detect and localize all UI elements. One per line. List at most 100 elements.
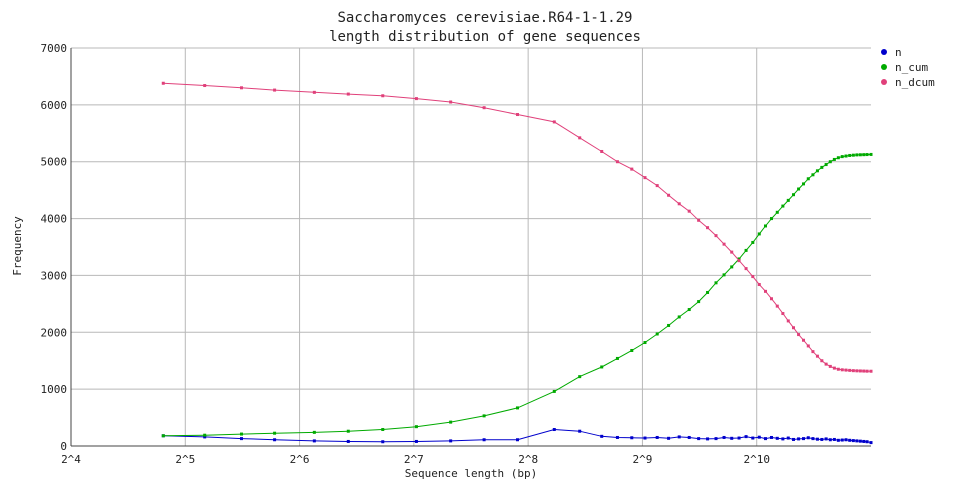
axes: 0 1000 2000 3000 4000 5000 6000 7000 2^4 2^5 2^6 2^… — [41, 42, 871, 466]
data-point-n_dcum — [797, 333, 801, 337]
data-point-n — [552, 428, 556, 432]
legend-marker-n_cum — [881, 64, 887, 70]
data-point-n_dcum — [781, 312, 785, 316]
data-point-n_dcum — [763, 289, 767, 293]
data-point-n_dcum — [516, 113, 520, 117]
data-point-n_cum — [869, 152, 873, 156]
data-point-n_dcum — [697, 218, 701, 222]
legend-label-n_cum: n_cum — [895, 61, 928, 74]
series-n — [161, 428, 873, 445]
data-point-n_cum — [792, 193, 796, 197]
data-point-n_cum — [516, 406, 520, 410]
data-point-n_dcum — [862, 369, 866, 373]
data-point-n_dcum — [655, 184, 659, 188]
data-point-n — [737, 436, 741, 440]
data-point-n_dcum — [552, 120, 556, 124]
data-point-n_cum — [824, 163, 828, 167]
y-axis-label: Frequency — [11, 216, 24, 276]
data-point-n_dcum — [815, 354, 819, 358]
data-point-n_dcum — [824, 362, 828, 366]
data-point-n_dcum — [687, 209, 691, 213]
data-point-n — [848, 438, 852, 442]
chart-title: Saccharomyces cerevisiae.R64-1-1.29 — [337, 10, 632, 26]
data-point-n_cum — [786, 198, 790, 202]
data-point-n_cum — [781, 204, 785, 208]
data-point-n_cum — [312, 430, 316, 434]
data-point-n — [667, 436, 671, 440]
data-point-n — [687, 435, 691, 439]
data-point-n — [730, 436, 734, 440]
data-point-n — [820, 437, 824, 441]
data-point-n — [203, 435, 207, 439]
y-tick-label: 7000 — [41, 42, 68, 55]
data-point-n_dcum — [667, 193, 671, 197]
data-point-n — [832, 437, 836, 441]
data-point-n_cum — [832, 157, 836, 161]
data-point-n_dcum — [869, 369, 873, 373]
data-point-n_cum — [775, 210, 779, 214]
data-point-n_cum — [161, 434, 165, 438]
legend-marker-n — [881, 49, 887, 55]
data-point-n — [824, 437, 828, 441]
data-point-n_cum — [730, 265, 734, 269]
data-point-n_cum — [769, 217, 773, 221]
y-tick-label: 2000 — [41, 326, 68, 339]
data-point-n_cum — [482, 414, 486, 418]
data-point-n_cum — [811, 173, 815, 177]
data-point-n_dcum — [802, 338, 806, 342]
data-point-n — [869, 441, 873, 445]
y-tick-label: 0 — [60, 440, 67, 453]
series-n_cum — [161, 152, 873, 438]
data-point-n_cum — [600, 365, 604, 369]
data-point-n_cum — [763, 224, 767, 228]
data-point-n_dcum — [840, 368, 844, 372]
data-point-n_cum — [851, 153, 855, 157]
data-point-n_cum — [722, 273, 726, 277]
data-point-n_cum — [737, 257, 741, 261]
data-point-n_dcum — [578, 136, 582, 140]
data-point-n — [677, 435, 681, 439]
data-point-n_cum — [844, 154, 848, 158]
data-point-n_cum — [578, 375, 582, 379]
data-point-n_dcum — [414, 97, 418, 101]
data-point-n — [600, 434, 604, 438]
y-tick-label: 6000 — [41, 99, 68, 112]
x-tick-label: 2^5 — [175, 453, 195, 466]
data-point-n_cum — [797, 187, 801, 191]
data-point-n_dcum — [273, 88, 277, 92]
data-point-n_cum — [643, 341, 647, 345]
data-point-n — [844, 438, 848, 442]
data-point-n — [751, 436, 755, 440]
data-point-n_cum — [855, 153, 859, 157]
data-point-n_cum — [815, 169, 819, 173]
series-layer — [161, 81, 873, 445]
x-tick-label: 2^9 — [632, 453, 652, 466]
data-point-n — [865, 440, 869, 444]
data-point-n_dcum — [828, 364, 832, 368]
data-point-n_cum — [273, 431, 277, 435]
data-point-n_dcum — [848, 368, 852, 372]
data-point-n_cum — [836, 156, 840, 160]
data-point-n — [706, 437, 710, 441]
data-point-n_cum — [615, 356, 619, 360]
data-point-n_dcum — [769, 297, 773, 301]
data-point-n_cum — [828, 160, 832, 164]
data-point-n_dcum — [161, 81, 165, 85]
chart-subtitle: length distribution of gene sequences — [329, 29, 641, 45]
data-point-n — [630, 436, 634, 440]
data-point-n — [239, 437, 243, 441]
data-point-n_cum — [806, 177, 810, 181]
x-tick-label: 2^6 — [290, 453, 310, 466]
data-point-n — [414, 439, 418, 443]
data-point-n_cum — [655, 332, 659, 336]
series-line-n_cum — [163, 153, 872, 437]
data-point-n_dcum — [730, 250, 734, 254]
data-point-n — [449, 439, 453, 443]
data-point-n — [312, 439, 316, 443]
data-point-n — [775, 436, 779, 440]
data-point-n — [769, 435, 773, 439]
data-point-n_cum — [667, 323, 671, 327]
data-point-n_cum — [414, 425, 418, 429]
data-point-n_dcum — [706, 226, 710, 230]
